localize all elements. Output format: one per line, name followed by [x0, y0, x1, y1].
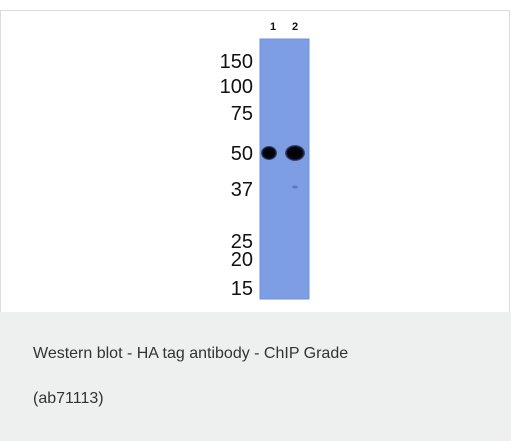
- image-area: 1 2 150 100 75 50 37 25 20 15: [0, 10, 510, 312]
- caption-title: Western blot - HA tag antibody - ChIP Gr…: [33, 345, 348, 363]
- marker-label: 37: [231, 179, 253, 201]
- marker-label: 50: [231, 143, 253, 165]
- lane-label: 1: [270, 21, 276, 33]
- marker-label: 15: [231, 278, 253, 300]
- marker-label: 20: [231, 249, 253, 271]
- western-blot-image: 1 2 150 100 75 50 37 25 20 15: [1, 11, 509, 311]
- product-image-card: 1 2 150 100 75 50 37 25 20 15 Western bl…: [0, 0, 511, 441]
- caption-area: Western blot - HA tag antibody - ChIP Gr…: [0, 312, 511, 441]
- marker-label: 150: [220, 51, 253, 73]
- band-lane-1: [261, 146, 277, 160]
- marker-label: 100: [220, 76, 253, 98]
- caption-catalog: (ab71113): [33, 390, 104, 408]
- band-lane-2: [285, 145, 305, 161]
- lane-label: 2: [292, 21, 298, 33]
- membrane: [260, 39, 309, 299]
- faint-band: [292, 186, 298, 189]
- marker-label: 75: [231, 103, 253, 125]
